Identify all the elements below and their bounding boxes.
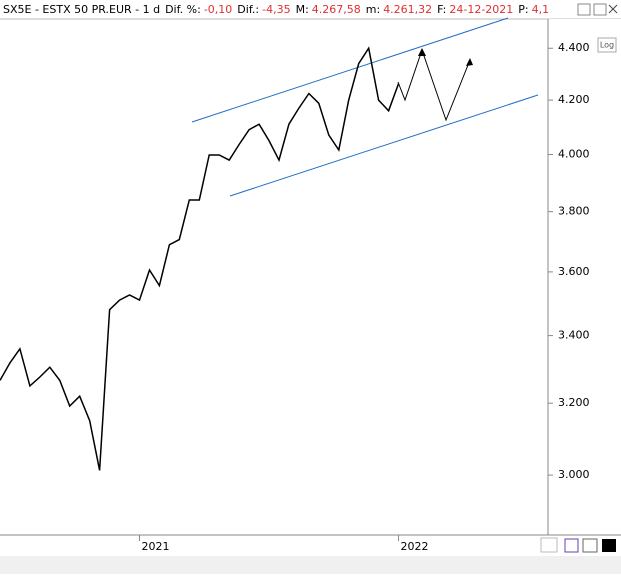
color-button[interactable] [602, 539, 616, 552]
info-label: Dif.: [237, 3, 259, 16]
info-value: -4,35 [262, 3, 290, 16]
info-label: Dif. %: [165, 3, 201, 16]
info-value: 4.261,32 [383, 3, 432, 16]
y-tick-label: 3.000 [558, 468, 590, 481]
close-icon[interactable] [608, 4, 618, 14]
arrow-head [466, 58, 473, 66]
x-tick-label: 2022 [401, 540, 429, 553]
y-tick-label: 3.800 [558, 205, 590, 218]
trend-channel [191, 17, 509, 123]
status-bar [0, 556, 621, 574]
header-text: SX5E - ESTX 50 PR.EUR - 1 d Dif. %: -0,10 D… [3, 3, 549, 16]
header: SX5E - ESTX 50 PR.EUR - 1 d Dif. %: -0,10 D… [3, 3, 549, 16]
arrow-head [418, 48, 426, 56]
info-label: P: [518, 3, 528, 16]
y-tick-label: 4.200 [558, 93, 590, 106]
info-value: 4.267,58 [312, 3, 361, 16]
y-axis-panel [548, 19, 621, 535]
log-button[interactable] [597, 37, 617, 53]
y-tick-label: 3.200 [558, 396, 590, 409]
log-button-label[interactable]: Log [600, 41, 614, 50]
y-tick-label: 3.400 [558, 329, 590, 342]
info-value: 24-12-2021 [449, 3, 513, 16]
save-button[interactable] [564, 538, 579, 553]
info-value: -0,10 [204, 3, 232, 16]
window-button[interactable] [593, 3, 607, 16]
trend-channel [229, 94, 539, 197]
info-label: m: [366, 3, 380, 16]
y-tick-label: 4.000 [558, 147, 590, 160]
x-tick-label: 2021 [141, 540, 169, 553]
window-button[interactable] [577, 3, 591, 16]
header-bar [0, 0, 621, 18]
tool-button[interactable] [582, 538, 598, 553]
info-label: M: [296, 3, 309, 16]
info-label: F: [437, 3, 446, 16]
info-value: 4,1 [532, 3, 550, 16]
title: SX5E - ESTX 50 PR.EUR - 1 d [3, 3, 160, 16]
tool-button[interactable] [540, 537, 558, 553]
y-tick-label: 3.600 [558, 265, 590, 278]
price-line [0, 46, 400, 471]
y-tick-label: 4.400 [558, 41, 590, 54]
